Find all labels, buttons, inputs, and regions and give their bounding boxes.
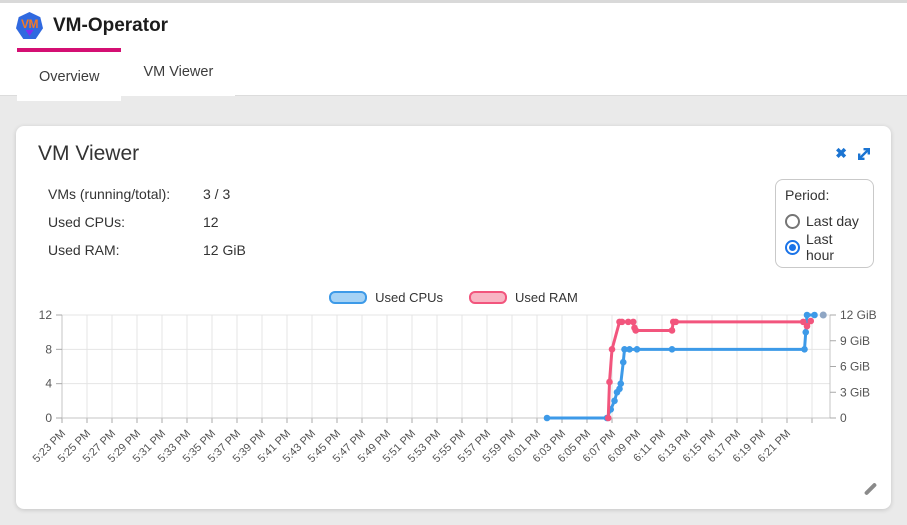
svg-text:9 GiB: 9 GiB <box>840 334 870 348</box>
stat-cpus: Used CPUs: 12 <box>48 208 891 236</box>
period-option-last-hour[interactable]: Last hour <box>785 231 864 263</box>
svg-text:8: 8 <box>45 342 52 356</box>
stats-block: VMs (running/total): 3 / 3 Used CPUs: 12… <box>48 180 891 264</box>
chart-legend: Used CPUs Used RAM <box>16 290 891 305</box>
logo-vm-text: VM <box>21 17 39 31</box>
svg-text:6 GiB: 6 GiB <box>840 360 870 374</box>
stat-cpus-value: 12 <box>203 214 219 230</box>
legend-item-used-cpus[interactable]: Used CPUs <box>329 290 443 305</box>
legend-cpus-label: Used CPUs <box>375 290 444 305</box>
stat-ram-value: 12 GiB <box>203 242 246 258</box>
period-selector: Period: Last day Last hour <box>775 179 874 268</box>
tab-bar: Overview VM Viewer <box>0 48 907 101</box>
expand-icon[interactable] <box>856 146 872 162</box>
period-option-last-day[interactable]: Last day <box>785 208 864 234</box>
page-content: VM Viewer ✖ VMs (running/total): 3 / 3 U… <box>0 96 907 509</box>
logo-purple-triangle <box>25 30 34 36</box>
radio-checked-icon[interactable] <box>785 239 800 255</box>
top-strip <box>0 0 907 3</box>
svg-text:12: 12 <box>39 308 53 322</box>
legend-swatch-ram-icon <box>469 291 508 304</box>
app-header: VM VM-Operator <box>0 3 907 48</box>
stat-ram: Used RAM: 12 GiB <box>48 236 891 264</box>
stat-vms-label: VMs (running/total): <box>48 186 171 202</box>
vm-viewer-card: VM Viewer ✖ VMs (running/total): 3 / 3 U… <box>16 126 891 509</box>
close-icon[interactable]: ✖ <box>835 145 847 161</box>
svg-text:3 GiB: 3 GiB <box>840 385 870 399</box>
card-title: VM Viewer <box>38 142 140 165</box>
period-last-day-label: Last day <box>806 213 859 229</box>
svg-text:0: 0 <box>840 411 847 425</box>
app-title: VM-Operator <box>53 14 169 36</box>
svg-text:4: 4 <box>45 377 52 391</box>
svg-text:0: 0 <box>45 411 52 425</box>
card-icons: ✖ <box>835 142 872 162</box>
legend-ram-label: Used RAM <box>515 290 578 305</box>
card-header: VM Viewer ✖ <box>16 126 891 166</box>
period-last-hour-label: Last hour <box>806 231 835 263</box>
stat-ram-label: Used RAM: <box>48 242 120 258</box>
stat-vms: VMs (running/total): 3 / 3 <box>48 180 891 208</box>
radio-unchecked-icon[interactable] <box>785 213 800 229</box>
svg-text:12 GiB: 12 GiB <box>840 308 877 322</box>
stat-cpus-label: Used CPUs: <box>48 214 126 230</box>
stat-vms-value: 3 / 3 <box>203 186 231 202</box>
vm-operator-logo-icon: VM <box>16 12 43 39</box>
resize-handle-icon[interactable] <box>863 482 878 496</box>
legend-item-used-ram[interactable]: Used RAM <box>469 290 578 305</box>
period-label: Period: <box>785 187 830 203</box>
legend-swatch-cpus-icon <box>329 291 368 304</box>
tab-overview[interactable]: Overview <box>17 48 122 101</box>
tab-vm-viewer[interactable]: VM Viewer <box>121 48 236 96</box>
tab-overview-label: Overview <box>39 68 100 85</box>
tab-vm-viewer-label: VM Viewer <box>143 64 214 80</box>
